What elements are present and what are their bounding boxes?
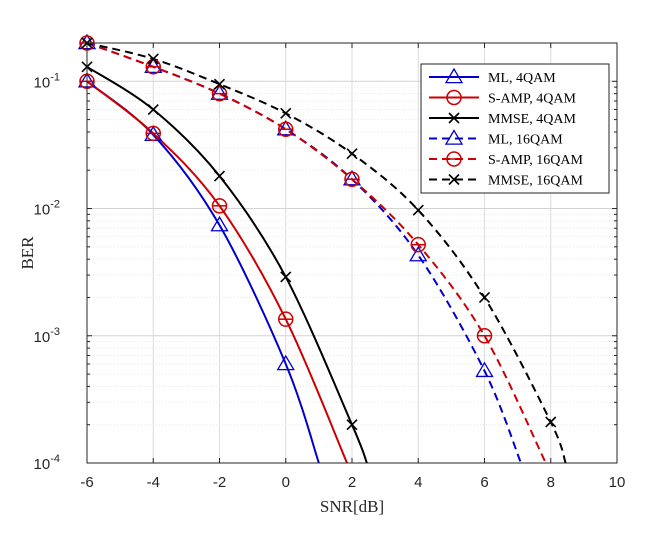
triangle-marker	[475, 361, 494, 378]
x-tick-label: 2	[348, 474, 356, 491]
triangle-marker	[444, 67, 464, 84]
triangle-marker	[210, 84, 229, 100]
x-marker	[448, 173, 460, 186]
legend-label: ML, 4QAM	[488, 71, 556, 86]
triangle-marker	[342, 169, 362, 186]
legend-label: S-AMP, 16QAM	[488, 153, 583, 168]
legend: ML, 4QAM S-AMP, 4QAM MMSE, 4QAM ML, 16QAM S-…	[420, 63, 610, 194]
x-marker	[147, 53, 159, 65]
legend-label: ML, 16QAM	[488, 133, 563, 148]
x-marker	[412, 204, 424, 216]
x-marker	[346, 148, 358, 160]
x-marker	[147, 103, 159, 116]
x-marker	[448, 112, 460, 124]
x-marker	[478, 291, 491, 304]
legend-label: MMSE, 4QAM	[488, 112, 576, 127]
x-marker	[346, 419, 358, 431]
x-tick-label: 0	[282, 474, 290, 491]
triangle-marker	[409, 245, 428, 262]
x-tick-label: -2	[213, 474, 226, 491]
x-tick-label: -6	[80, 474, 93, 491]
tick-labels: -6 -4 -2 0 2 4 6 8 10 10-4 10-3 10-2 10-1	[34, 71, 626, 491]
triangle-marker	[444, 129, 464, 145]
legend-label: S-AMP, 4QAM	[488, 92, 576, 107]
y-tick-label: 10-2	[34, 199, 60, 219]
series-lines	[86, 42, 567, 464]
series-line-5	[86, 42, 567, 464]
x-marker	[280, 271, 292, 283]
series-line-3	[86, 42, 522, 464]
series-line-1	[86, 80, 348, 464]
y-tick-label: 10-3	[34, 326, 60, 346]
x-tick-label: 4	[414, 474, 422, 491]
x-marker	[213, 170, 226, 182]
x-axis-label: SNR[dB]	[320, 497, 384, 516]
x-tick-label: 6	[480, 474, 488, 491]
triangle-marker	[276, 119, 295, 136]
triangle-marker	[210, 215, 229, 232]
x-marker	[213, 78, 226, 90]
series-line-2	[86, 65, 368, 464]
x-tick-label: -4	[147, 474, 160, 491]
axes-box	[86, 42, 618, 464]
triangle-marker	[276, 354, 295, 371]
triangle-marker	[144, 57, 163, 74]
y-tick-label: 10-4	[34, 453, 60, 473]
x-marker	[545, 416, 557, 428]
x-tick-label: 8	[547, 474, 555, 491]
y-axis-label: BER	[18, 236, 37, 270]
y-tick-label: 10-1	[34, 71, 60, 91]
x-marker	[280, 107, 292, 119]
legend-label: MMSE, 16QAM	[488, 174, 583, 189]
x-tick-label: 10	[609, 474, 626, 491]
legend-box	[420, 63, 610, 194]
